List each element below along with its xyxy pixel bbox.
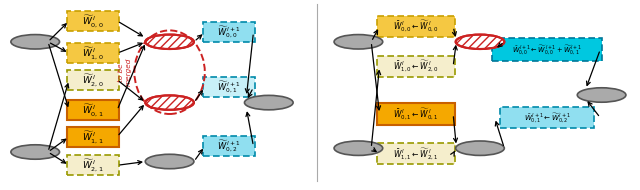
Circle shape (334, 141, 383, 155)
Text: to be
merged: to be merged (118, 58, 131, 86)
FancyBboxPatch shape (493, 38, 602, 61)
FancyBboxPatch shape (67, 43, 119, 63)
Text: $\bar{W}^{\,l}_{1,0}\leftarrow\widetilde{W}^{\,l}_{2,0}$: $\bar{W}^{\,l}_{1,0}\leftarrow\widetilde… (393, 59, 439, 74)
FancyBboxPatch shape (204, 22, 255, 42)
Text: $\widetilde{W}^{\,l}_{0,1}$: $\widetilde{W}^{\,l}_{0,1}$ (82, 102, 104, 118)
Circle shape (577, 88, 626, 102)
FancyBboxPatch shape (67, 127, 119, 147)
FancyBboxPatch shape (378, 16, 455, 37)
Text: $\widetilde{W}^{\,l+1}_{0,0}$: $\widetilde{W}^{\,l+1}_{0,0}$ (218, 25, 241, 40)
FancyBboxPatch shape (204, 136, 255, 156)
FancyBboxPatch shape (378, 103, 455, 125)
Circle shape (11, 145, 60, 159)
FancyBboxPatch shape (378, 56, 455, 77)
Text: $\bar{W}^{\,l+1}_{0,0}\leftarrow\widetilde{W}^{\,l+1}_{0,0}+\widetilde{W}^{\,l+1: $\bar{W}^{\,l+1}_{0,0}\leftarrow\widetil… (512, 43, 582, 56)
FancyBboxPatch shape (378, 143, 455, 164)
Text: $\widetilde{W}^{\,l+1}_{0,1}$: $\widetilde{W}^{\,l+1}_{0,1}$ (218, 80, 241, 95)
Text: $\bar{W}^{\,l}_{0,1}\leftarrow\widetilde{W}^{\,l}_{0,1}$: $\bar{W}^{\,l}_{0,1}\leftarrow\widetilde… (394, 106, 438, 122)
Text: $\bar{W}^{\,l}_{0,0}\leftarrow\widetilde{W}^{\,l}_{0,0}$: $\bar{W}^{\,l}_{0,0}\leftarrow\widetilde… (393, 19, 439, 34)
Circle shape (145, 154, 194, 169)
Text: $\bar{W}^{\,l+1}_{0,1}\leftarrow\widetilde{W}^{\,l+1}_{0,2}$: $\bar{W}^{\,l+1}_{0,1}\leftarrow\widetil… (524, 111, 571, 124)
FancyBboxPatch shape (67, 155, 119, 175)
Text: $\widetilde{W}^{\,l}_{2,1}$: $\widetilde{W}^{\,l}_{2,1}$ (82, 157, 104, 173)
Circle shape (145, 95, 194, 110)
FancyBboxPatch shape (204, 77, 255, 97)
Circle shape (456, 141, 504, 155)
Text: $\widetilde{W}^{\,l}_{0,0}$: $\widetilde{W}^{\,l}_{0,0}$ (82, 13, 104, 29)
Circle shape (456, 35, 504, 49)
Circle shape (244, 95, 293, 110)
Text: $\widetilde{W}^{\,l+1}_{0,2}$: $\widetilde{W}^{\,l+1}_{0,2}$ (218, 139, 241, 154)
FancyBboxPatch shape (67, 70, 119, 90)
Text: $\widetilde{W}^{\,l}_{2,0}$: $\widetilde{W}^{\,l}_{2,0}$ (82, 72, 104, 88)
FancyBboxPatch shape (67, 100, 119, 120)
Circle shape (145, 35, 194, 49)
Circle shape (334, 35, 383, 49)
Text: $\widetilde{W}^{\,l}_{1,1}$: $\widetilde{W}^{\,l}_{1,1}$ (82, 129, 104, 145)
Circle shape (11, 35, 60, 49)
Text: $\bar{W}^{\,l}_{1,1}\leftarrow\widetilde{W}^{\,l}_{2,1}$: $\bar{W}^{\,l}_{1,1}\leftarrow\widetilde… (394, 146, 438, 162)
FancyBboxPatch shape (500, 107, 594, 128)
Text: $\widetilde{W}^{\,l}_{1,0}$: $\widetilde{W}^{\,l}_{1,0}$ (82, 45, 104, 61)
FancyBboxPatch shape (67, 11, 119, 31)
